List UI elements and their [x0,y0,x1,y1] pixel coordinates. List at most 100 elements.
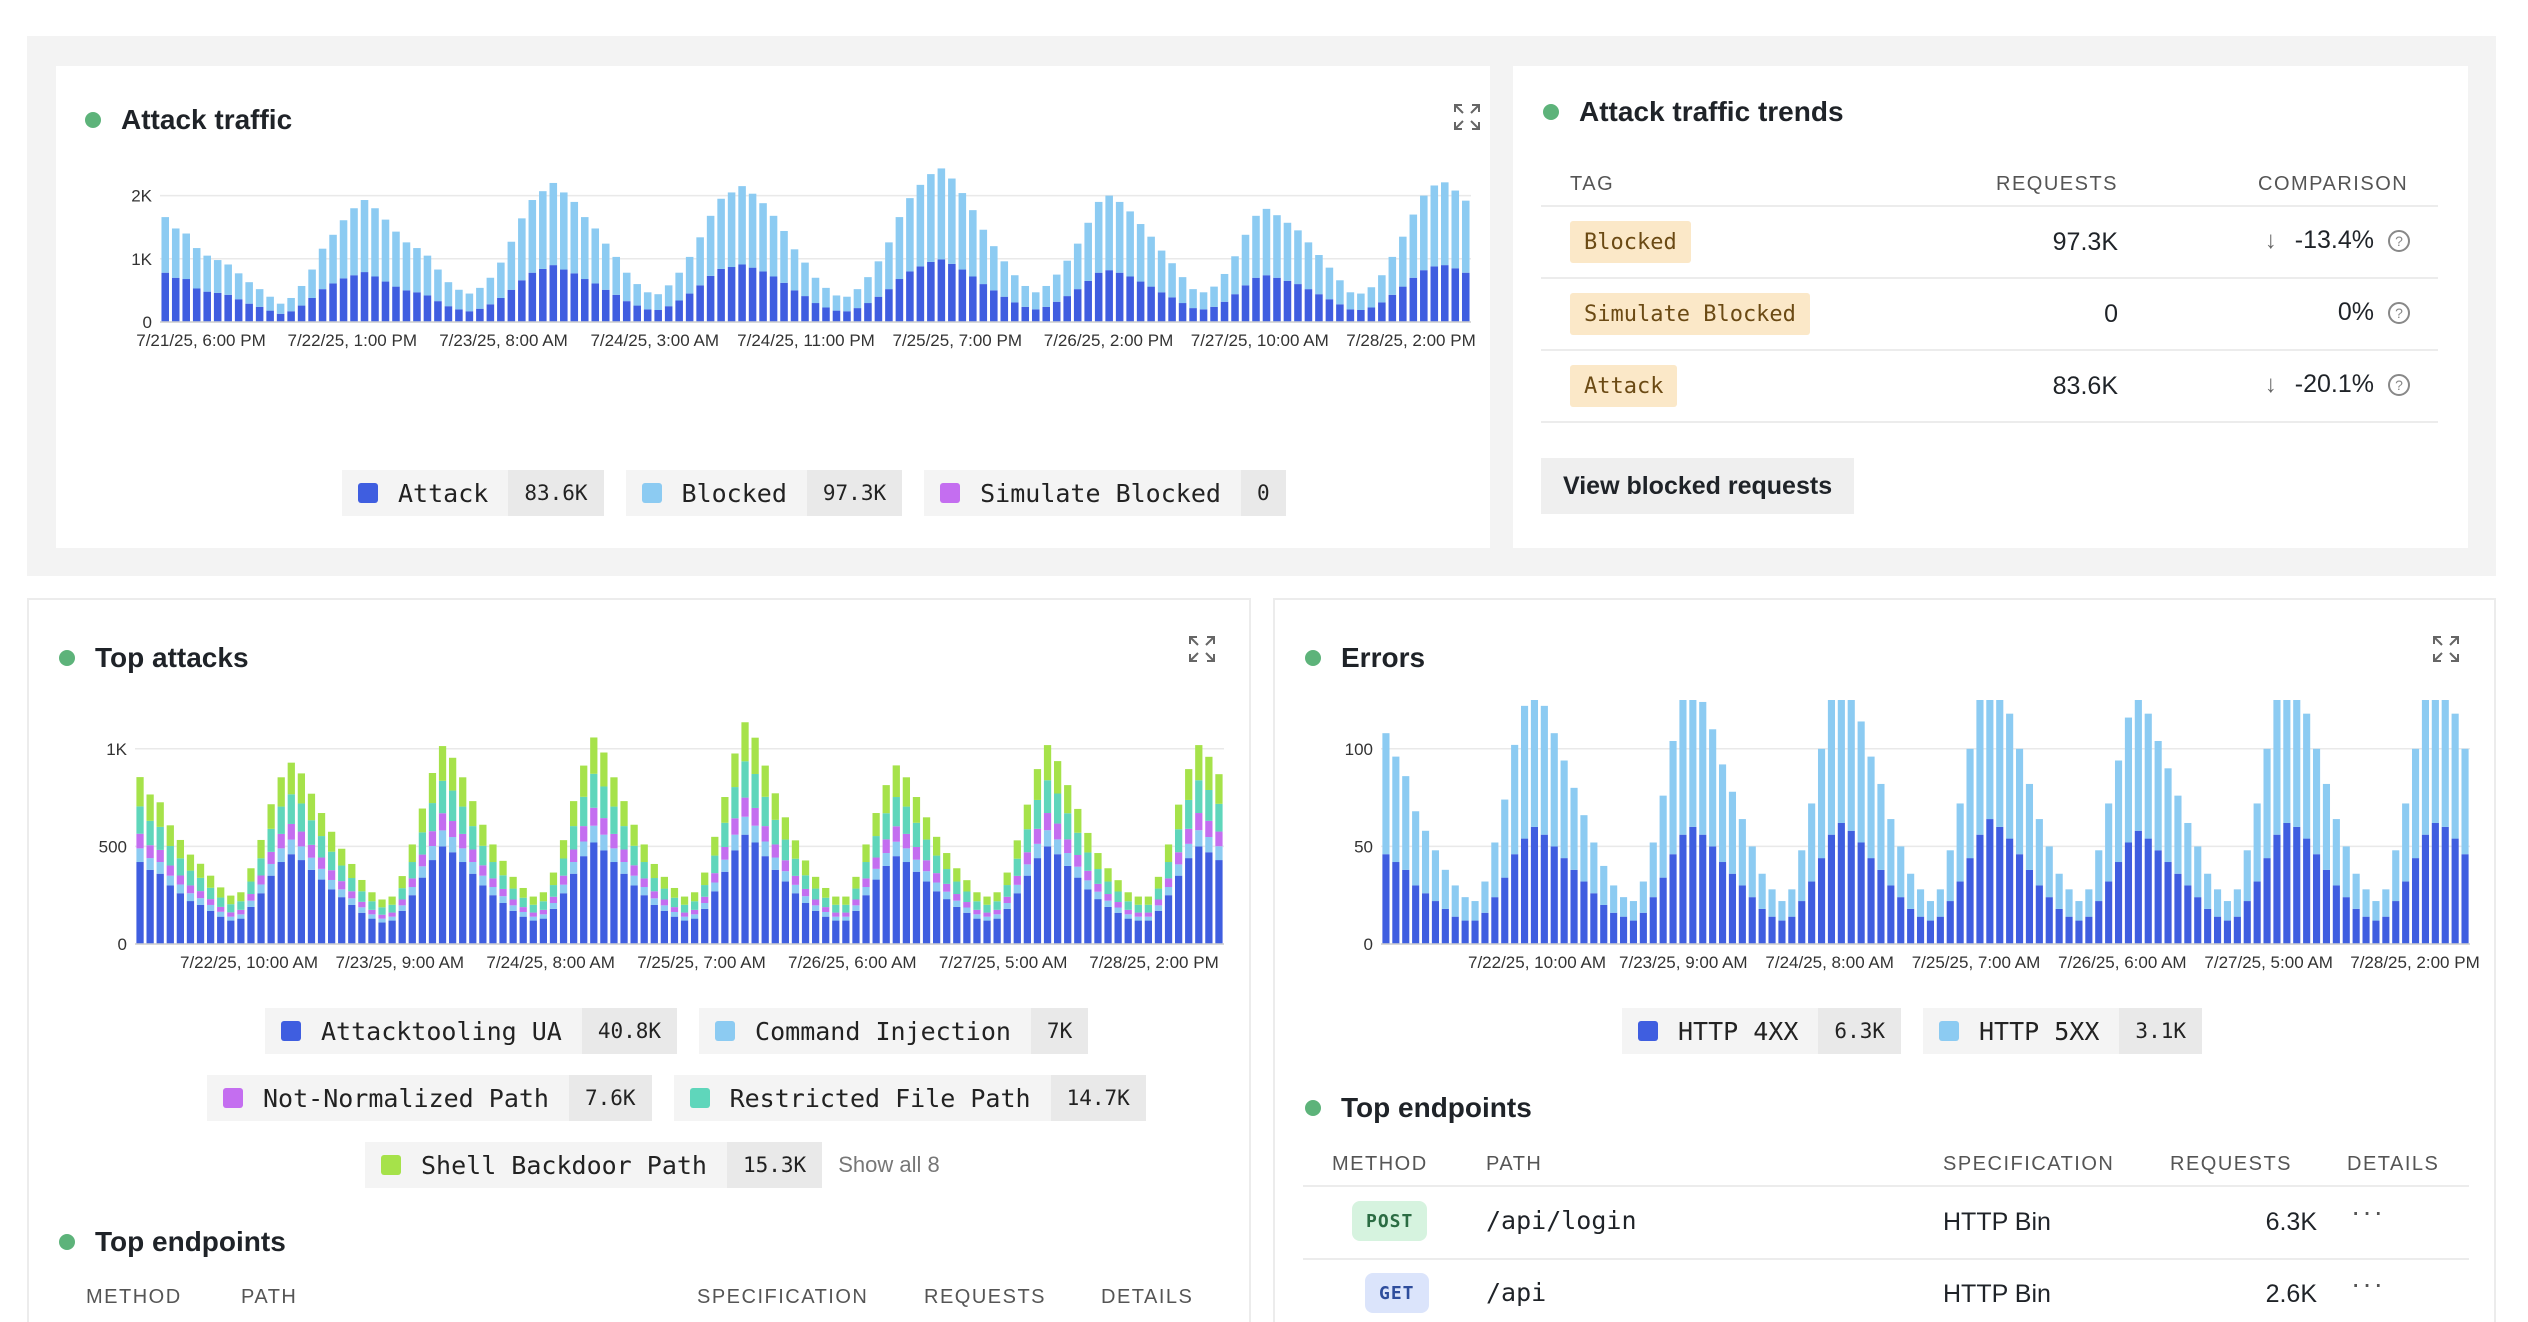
legend-item-attacktooling-ua[interactable]: Attacktooling UA 40.8K [265,1008,678,1054]
bar-segment [469,873,477,944]
bar-segment [448,790,457,822]
bar-segment [731,850,739,944]
bar-segment [1205,837,1213,853]
bar-segment [1336,304,1344,322]
bar-segment [701,885,709,897]
bar-segment [277,848,285,863]
bar-segment [801,296,809,322]
bar-segment [2303,713,2311,839]
endpoint-path[interactable]: /api/login [1486,1206,1637,1235]
bar-segment [2441,826,2449,944]
show-all-link[interactable]: Show all 8 [838,1152,940,1177]
help-icon[interactable]: ? [2388,374,2410,397]
bar-segment [640,862,648,879]
bar-segment [489,862,497,879]
bar-segment [2045,897,2053,944]
requests-value: 0 [2104,300,2118,328]
bar-segment [2213,916,2222,944]
bar-segment [1709,846,1717,944]
bar-segment [670,916,679,944]
bar-segment [465,293,474,312]
bar-segment [1154,888,1163,900]
bar-segment [136,806,144,834]
y-tick-label: 0 [1364,935,1373,954]
bar-segment [680,896,689,905]
legend-item-simulate-blocked[interactable]: Simulate Blocked 0 [924,470,1286,516]
expand-icon[interactable] [1187,634,1217,664]
more-options-icon[interactable]: ··· [2351,1268,2385,1299]
bar-segment [983,896,991,905]
legend-item-http-4xx[interactable]: HTTP 4XX 6.3K [1622,1008,1901,1054]
bar-segment [590,807,598,826]
bar-segment [398,876,406,889]
card-title: Attack traffic [121,104,293,135]
bar-segment [1511,744,1519,855]
view-blocked-requests-button[interactable]: View blocked requests [1541,458,1855,514]
bar-segment [2352,908,2360,944]
bar-segment [2075,901,2083,921]
bar-segment [297,846,306,861]
legend-item-not-normalized-path[interactable]: Not-Normalized Path 7.6K [207,1075,652,1121]
bar-segment [916,184,925,267]
bar-segment [196,863,205,878]
legend-item-http-5xx[interactable]: HTTP 5XX 3.1K [1923,1008,2202,1054]
bar-segment [1788,916,1796,944]
bar-segment [801,896,810,904]
bar-segment [973,909,981,915]
bar-segment [1023,829,1032,853]
bar-segment [958,193,967,270]
bar-segment [912,822,921,847]
endpoint-path[interactable]: /api [1486,1278,1547,1307]
more-options-icon[interactable]: ··· [2351,1196,2385,1227]
bar-segment [1205,852,1213,944]
expand-icon[interactable] [2431,634,2461,664]
bar-segment [843,311,851,322]
bar-segment [297,285,306,306]
legend-item-command-injection[interactable]: Command Injection 7K [699,1008,1089,1054]
bar-segment [953,868,961,882]
bar-segment [601,289,610,322]
bar-segment [922,839,931,861]
bar-segment [2273,700,2281,835]
bar-segment [1104,906,1112,944]
column-header-specification: SPECIFICATION [1943,1153,2115,1175]
bar-segment [872,879,880,944]
legend-item-restricted-file-path[interactable]: Restricted File Path 14.7K [673,1075,1146,1121]
bar-segment [2402,881,2410,944]
bar-segment [444,282,453,307]
bar-segment [2105,803,2113,882]
bar-segment [741,816,749,835]
legend-item-shell-backdoor-path[interactable]: Shell Backdoor Path 15.3K [365,1142,823,1188]
bar-segment [418,808,427,833]
legend-item-blocked[interactable]: Blocked 97.3K [625,470,903,516]
bar-segment [902,833,911,849]
bar-segment [1134,920,1142,944]
expand-icon[interactable] [1452,102,1482,132]
bar-segment [1199,309,1208,322]
bar-segment [862,895,870,944]
bar-segment [2421,700,2430,835]
bar-segment [1084,870,1092,881]
help-icon[interactable]: ? [2388,302,2410,325]
bar-segment [459,777,467,807]
bar-segment [1481,912,1489,944]
bar-segment [590,773,598,808]
bar-segment [1073,289,1082,322]
bar-segment [1560,760,1568,859]
bar-segment [1210,286,1218,307]
bar-segment [2283,700,2291,823]
bar-segment [670,911,679,917]
bar-segment [237,909,245,915]
bar-segment [455,289,463,310]
bar-segment [1084,880,1092,890]
bar-segment [791,858,800,876]
bar-segment [1043,745,1052,781]
bar-segment [338,848,346,866]
bar-segment [822,897,830,908]
legend-item-attack[interactable]: Attack 83.6K [342,470,604,516]
bar-segment [1897,897,1905,944]
bar-segment [2273,834,2281,944]
x-tick-label: 7/25/25, 7:00 AM [637,953,766,972]
help-icon[interactable]: ? [2388,230,2410,253]
x-tick-label: 7/23/25, 9:00 AM [1619,953,1748,972]
